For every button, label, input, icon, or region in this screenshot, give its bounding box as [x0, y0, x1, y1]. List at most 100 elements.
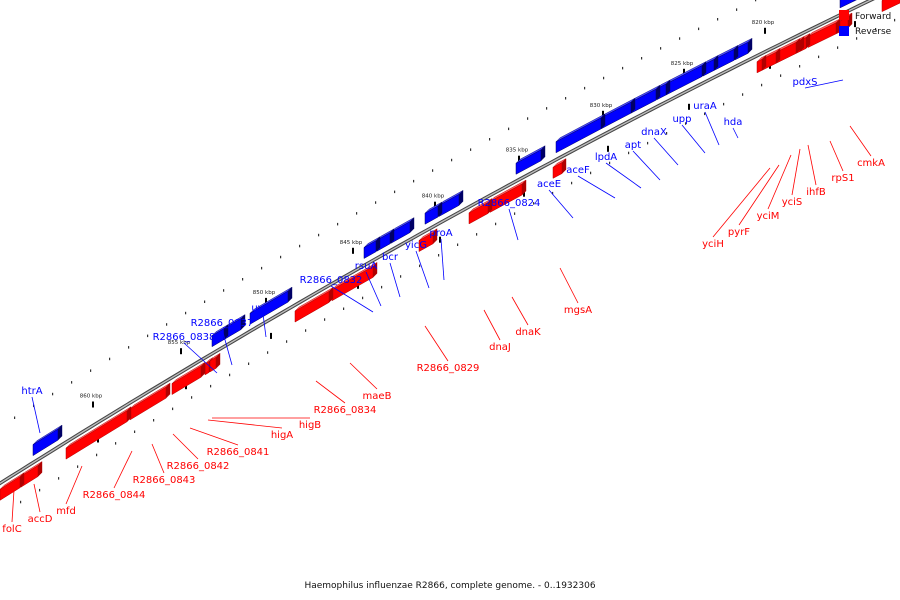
reverse-gene-block: [665, 61, 707, 96]
minor-tick-outer: [280, 255, 282, 259]
forward-label-connector: [207, 419, 283, 429]
major-tick-outer: [92, 401, 94, 408]
minor-tick-inner: [685, 122, 687, 125]
kbp-marker-label: 835 kbp: [506, 148, 529, 154]
minor-tick-inner: [533, 202, 535, 205]
forward-label-connector: [113, 450, 133, 489]
reverse-label-connector: [508, 208, 519, 241]
forward-gene-block: [171, 361, 206, 396]
minor-tick-outer: [565, 97, 567, 100]
forward-label-connector: [849, 125, 872, 157]
minor-tick-inner: [324, 318, 326, 321]
forward-gene-label: ihfB: [806, 187, 826, 198]
minor-tick-outer: [394, 190, 396, 194]
minor-tick-inner: [229, 373, 231, 377]
minor-tick-outer: [584, 86, 586, 90]
forward-gene-label: R2866_0842: [167, 461, 230, 472]
forward-label-connector: [738, 164, 780, 226]
minor-tick-inner: [799, 65, 801, 68]
reverse-label-connector: [605, 162, 642, 189]
minor-tick-outer: [736, 8, 738, 11]
forward-gene-block: [761, 47, 781, 71]
forward-label-connector: [829, 140, 844, 172]
minor-tick-outer: [14, 416, 16, 419]
reverse-label-connector: [389, 262, 401, 298]
forward-gene-label: mfd: [56, 506, 76, 517]
forward-gene-block: [20, 461, 43, 488]
minor-tick-inner: [818, 55, 820, 59]
reverse-gene-block: [713, 44, 739, 71]
reverse-gene-label: R2866_0824: [478, 198, 541, 209]
minor-tick-inner: [210, 384, 212, 388]
reverse-gene-block: [363, 236, 381, 259]
minor-tick-outer: [337, 222, 339, 226]
reverse-gene-label: R2866_0837: [191, 318, 254, 329]
kbp-marker-label: 855 kbp: [168, 340, 191, 346]
kbp-marker-label: 840 kbp: [422, 194, 445, 200]
forward-gene-label: higA: [271, 430, 293, 441]
minor-tick-inner: [191, 396, 193, 399]
legend-reverse-label: Reverse: [855, 27, 892, 37]
minor-tick-inner: [704, 112, 706, 116]
reverse-label-connector: [183, 342, 218, 374]
minor-tick-inner: [400, 275, 402, 278]
forward-gene-label: higB: [299, 420, 321, 431]
reverse-label-connector: [221, 328, 233, 366]
genome-backbone: [0, 0, 873, 485]
forward-label-connector: [767, 154, 792, 210]
minor-tick-outer: [641, 57, 643, 60]
reverse-label-connector: [365, 271, 382, 307]
forward-label-connector: [315, 380, 346, 404]
major-tick-outer: [518, 155, 520, 162]
major-tick-outer: [683, 68, 685, 75]
reverse-gene-label: yicG: [405, 240, 427, 251]
minor-tick-inner: [58, 477, 60, 480]
minor-tick-inner: [286, 340, 288, 343]
forward-label-connector: [511, 296, 529, 326]
minor-tick-outer: [90, 369, 92, 372]
minor-tick-inner: [666, 132, 668, 135]
minor-tick-inner: [381, 285, 383, 289]
kbp-marker-label: 860 kbp: [80, 394, 103, 400]
minor-tick-outer: [71, 381, 73, 384]
reverse-gene-label: R2866_0832: [300, 275, 363, 286]
major-tick-inner: [439, 236, 441, 243]
forward-label-connector: [559, 267, 579, 304]
minor-tick-inner: [77, 465, 79, 468]
minor-tick-outer: [527, 117, 529, 120]
forward-gene-block: [756, 54, 767, 74]
forward-gene-label: pyrF: [728, 227, 750, 238]
major-tick-inner: [270, 332, 272, 339]
legend-forward-swatch: [839, 10, 849, 20]
forward-label-connector: [483, 309, 501, 341]
minor-tick-inner: [362, 296, 364, 300]
reverse-gene-label: aceE: [537, 179, 561, 190]
minor-tick-inner: [495, 222, 497, 226]
reverse-label-connector: [330, 285, 374, 313]
forward-label-connector: [151, 443, 165, 474]
minor-tick-inner: [267, 351, 269, 354]
forward-gene-block: [489, 179, 527, 213]
forward-gene-label: R2866_0829: [417, 363, 480, 374]
reverse-gene-block: [211, 324, 229, 348]
forward-gene-label: rpS1: [831, 173, 854, 184]
minor-tick-inner: [172, 407, 174, 411]
minor-tick-inner: [248, 362, 250, 365]
reverse-label-connector: [440, 238, 445, 281]
forward-gene-block: [552, 158, 567, 179]
legend-reverse-swatch: [839, 26, 849, 36]
major-tick-outer: [265, 297, 267, 304]
forward-label-connector: [11, 489, 15, 523]
minor-tick-inner: [438, 254, 440, 257]
forward-label-connector: [33, 483, 41, 513]
reverse-label-connector: [262, 313, 267, 338]
minor-tick-inner: [837, 46, 839, 49]
minor-tick-inner: [552, 191, 554, 195]
reverse-label-connector: [577, 175, 616, 199]
minor-tick-outer: [185, 311, 187, 315]
minor-tick-inner: [419, 264, 421, 268]
reverse-label-connector: [31, 396, 41, 434]
forward-gene-block: [0, 472, 25, 501]
minor-tick-inner: [96, 453, 98, 457]
